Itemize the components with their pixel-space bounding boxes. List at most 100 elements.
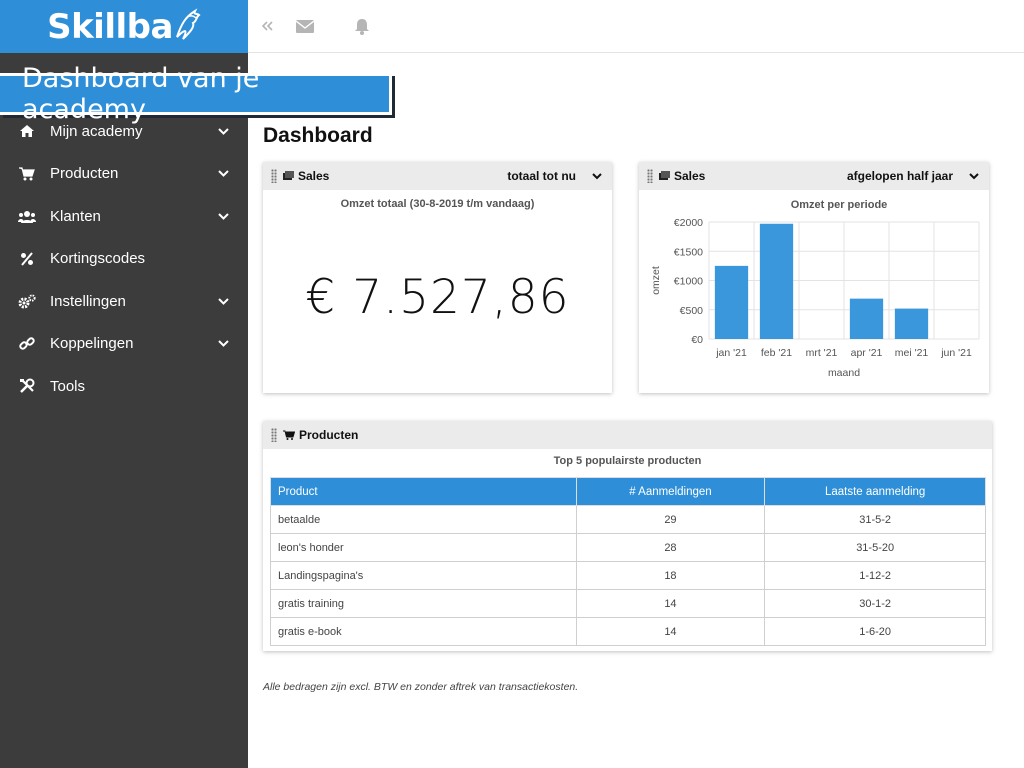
- table-cell: 28: [575, 533, 766, 562]
- table-cell: 30-1-2: [764, 589, 986, 618]
- link-icon: [18, 336, 36, 352]
- chart-title: Omzet per periode: [791, 199, 888, 211]
- users-icon: [18, 208, 36, 224]
- logo[interactable]: Skillba: [0, 0, 248, 53]
- home-icon: [18, 123, 36, 139]
- products-panel: Producten Top 5 populairste producten Pr…: [263, 421, 992, 651]
- column-header[interactable]: Laatste aanmelding: [764, 477, 986, 506]
- table-row[interactable]: gratis training 14 30-1-2: [270, 589, 986, 618]
- drag-handle-icon[interactable]: [271, 169, 277, 183]
- table-cell: 14: [575, 589, 766, 618]
- panel-title: Producten: [299, 428, 359, 442]
- table-cell: 29: [575, 505, 766, 534]
- sidebar-item-tools[interactable]: Tools: [0, 365, 248, 408]
- sidebar: Skillba Mijn academy Producten Klanten Kort…: [0, 0, 248, 768]
- banner-text: Dashboard van je academy: [22, 63, 260, 125]
- chevron-down-icon: [216, 128, 230, 135]
- chevron-down-icon: [969, 172, 979, 179]
- x-tick-label: jun '21: [940, 347, 972, 359]
- panel-title: Sales: [298, 169, 330, 183]
- cart-icon: [283, 430, 295, 440]
- table-header-row: Product # Aanmeldingen Laatste aanmeldin…: [270, 477, 986, 506]
- column-header[interactable]: Product: [270, 477, 577, 506]
- y-tick-label: €1500: [674, 246, 703, 258]
- sidebar-item-label: Koppelingen: [50, 335, 134, 353]
- sidebar-item-klanten[interactable]: Klanten: [0, 195, 248, 238]
- table-cell: gratis e-book: [270, 617, 577, 646]
- table-row[interactable]: Landingspagina's 18 1-12-2: [270, 561, 986, 590]
- sidebar-item-label: Kortingscodes: [50, 250, 146, 268]
- collapse-icon[interactable]: [262, 21, 274, 31]
- period-select[interactable]: afgelopen half jaar: [847, 169, 979, 183]
- sidebar-item-producten[interactable]: Producten: [0, 153, 248, 196]
- panel-subtitle: Top 5 populairste producten: [553, 455, 702, 467]
- panel-header: Producten: [263, 421, 992, 449]
- drag-handle-icon[interactable]: [271, 428, 277, 442]
- sidebar-nav: Mijn academy Producten Klanten Kortingscode…: [0, 110, 248, 408]
- y-tick-label: €2000: [674, 217, 703, 229]
- y-axis-label: omzet: [650, 266, 662, 295]
- table-cell: 18: [575, 561, 766, 590]
- logo-text: Skillba: [47, 6, 173, 47]
- sidebar-item-instellingen[interactable]: Instellingen: [0, 280, 248, 323]
- table-cell: 31-5-2: [764, 505, 986, 534]
- period-select[interactable]: totaal tot nu: [507, 169, 602, 183]
- x-tick-label: mei '21: [895, 347, 929, 359]
- table-cell: 1-12-2: [764, 561, 986, 590]
- x-tick-label: jan '21: [715, 347, 747, 359]
- panel-subtitle: Omzet totaal (30-8-2019 t/m vandaag): [340, 198, 535, 210]
- sales-period-panel: Sales afgelopen half jaar Omzet per peri…: [639, 162, 989, 393]
- bar: [714, 265, 749, 339]
- bar: [894, 308, 929, 339]
- topbar: [248, 0, 1024, 53]
- cart-icon: [18, 166, 36, 182]
- table-row[interactable]: betaalde 29 31-5-2: [270, 505, 986, 534]
- products-table: Product # Aanmeldingen Laatste aanmeldin…: [270, 477, 986, 646]
- main-content: Dashboard Sales totaal tot nu Omzet tota…: [248, 53, 1024, 768]
- chevron-down-icon: [216, 170, 230, 178]
- sidebar-item-label: Klanten: [50, 207, 101, 225]
- period-select-value: totaal tot nu: [507, 169, 576, 183]
- x-tick-label: feb '21: [761, 347, 792, 359]
- panel-header: Sales afgelopen half jaar: [639, 162, 989, 190]
- sidebar-item-mijn-academy[interactable]: Mijn academy: [0, 110, 248, 153]
- column-header[interactable]: # Aanmeldingen: [575, 477, 766, 506]
- sidebar-item-label: Instellingen: [50, 292, 126, 310]
- page-banner: Dashboard van je academy: [0, 63, 392, 125]
- panel-header: Sales totaal tot nu: [263, 162, 612, 190]
- table-cell: Landingspagina's: [270, 561, 577, 590]
- x-axis-label: maand: [828, 367, 860, 379]
- table-cell: 31-5-20: [764, 533, 986, 562]
- sidebar-item-label: Tools: [50, 377, 86, 395]
- panel-title: Sales: [674, 169, 706, 183]
- mail-icon[interactable]: [296, 19, 314, 33]
- period-select-value: afgelopen half jaar: [846, 169, 953, 183]
- money-icon: [283, 171, 294, 180]
- footnote: Alle bedragen zijn excl. BTW en zonder a…: [263, 681, 579, 693]
- chevron-down-icon: [216, 340, 230, 348]
- table-cell: gratis training: [270, 589, 577, 618]
- x-tick-label: apr '21: [851, 347, 883, 359]
- sales-total-panel: Sales totaal tot nu Omzet totaal (30-8-2…: [263, 162, 612, 393]
- drag-handle-icon[interactable]: [647, 169, 653, 183]
- sidebar-item-label: Mijn academy: [50, 122, 143, 140]
- y-tick-label: €500: [680, 305, 704, 317]
- table-cell: leon's honder: [270, 533, 577, 562]
- table-cell: 1-6-20: [764, 617, 986, 646]
- sidebar-item-kortingscodes[interactable]: Kortingscodes: [0, 238, 248, 281]
- sidebar-item-label: Producten: [50, 165, 119, 183]
- gears-icon: [18, 293, 36, 309]
- table-row[interactable]: leon's honder 28 31-5-20: [270, 533, 986, 562]
- y-tick-label: €0: [691, 334, 703, 346]
- table-cell: 14: [575, 617, 766, 646]
- percent-icon: [18, 251, 36, 267]
- x-tick-label: mrt '21: [806, 347, 838, 359]
- table-cell: betaalde: [270, 505, 577, 534]
- chevron-down-icon: [216, 298, 230, 305]
- page-title: Dashboard: [263, 124, 373, 147]
- bell-icon[interactable]: [354, 18, 370, 35]
- bar: [849, 298, 884, 339]
- revenue-bar-chart: Omzet per periode €0 €500 €1000 €1500 €2000 ja…: [650, 199, 980, 379]
- table-row[interactable]: gratis e-book 14 1-6-20: [270, 617, 986, 646]
- sidebar-item-koppelingen[interactable]: Koppelingen: [0, 323, 248, 366]
